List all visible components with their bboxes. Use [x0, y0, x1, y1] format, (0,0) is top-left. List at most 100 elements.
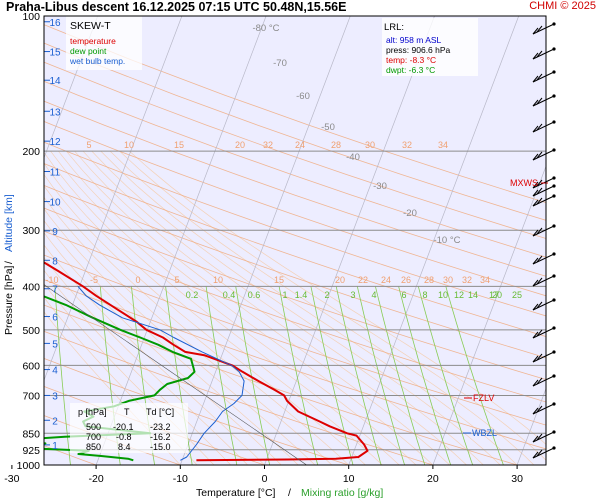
wind-barb-icon: [532, 184, 556, 197]
moist-adiabat-label: 34: [480, 275, 490, 285]
table-cell: -20.1: [113, 422, 134, 432]
dry-adiabat-label: -30: [373, 181, 387, 192]
credit-text[interactable]: CHMI © 2025: [529, 0, 596, 12]
temperature-tick-label: 10: [343, 473, 355, 485]
altitude-tick-label: 5: [52, 339, 58, 350]
mixing-ratio-label: 0.2: [186, 290, 199, 300]
isotherm-line: [44, 16, 183, 382]
moist-adiabat-label: 0: [135, 275, 140, 285]
dry-adiabat-line: [44, 80, 546, 258]
mixing-ratio-label: 1: [282, 290, 287, 300]
wbzl-label: WBZL: [472, 428, 497, 438]
pressure-tick-label: 300: [22, 225, 40, 237]
wind-barb-icon: [532, 274, 556, 287]
table-cell: -15.0: [150, 442, 171, 452]
moist-adiabat-label: 32: [263, 140, 273, 150]
x-axis-separator: /: [288, 487, 291, 499]
mixing-ratio-label: 17: [489, 290, 499, 300]
wind-barb-icon: [532, 298, 556, 311]
dry-adiabat-line: [44, 207, 546, 380]
legend-temperature: temperature: [70, 36, 116, 46]
dry-adiabat-line: [44, 100, 546, 277]
y-axis-separator: /: [3, 261, 15, 264]
altitude-tick-label: 13: [49, 107, 61, 118]
mixing-ratio-label: 8: [422, 290, 427, 300]
mixing-ratio-label: 25: [512, 290, 522, 300]
pressure-tick-label: 100: [22, 11, 40, 23]
table-cell: 8.4: [118, 442, 131, 452]
moist-adiabat-label: 32: [462, 275, 472, 285]
isotherm-line: [348, 16, 520, 465]
moist-adiabat-label: 20: [235, 140, 245, 150]
table-cell: 850: [86, 442, 101, 452]
mixing-ratio-label: 12: [454, 290, 464, 300]
mixing-ratio-label: 2: [324, 290, 329, 300]
parcel-line: [44, 284, 307, 465]
dry-adiabat-label: -70: [273, 58, 287, 69]
mxws-label: MXWS: [510, 178, 538, 188]
levels-table: p [hPa] T Td [°C] 500 -20.1 -23.2 700 -0…: [70, 403, 188, 453]
mixing-ratio-label: 4: [371, 290, 376, 300]
lrl-altitude: alt: 958 m ASL: [386, 35, 442, 45]
moist-adiabat-label: 26: [401, 275, 411, 285]
altitude-tick-label: 7: [52, 285, 58, 296]
fzlv-label: FZLV: [473, 393, 494, 403]
dry-adiabat-label: -50: [321, 122, 335, 133]
wind-barb-icon: [532, 402, 556, 415]
legend-dew-point: dew point: [70, 46, 107, 56]
y-axis-label: Pressure [hPa]: [3, 265, 15, 335]
moist-adiabat-label: 5: [174, 275, 179, 285]
lrl-heading: LRL:: [384, 22, 404, 33]
dry-adiabat-line: [44, 254, 546, 426]
altitude-tick-label: 15: [49, 48, 61, 59]
wind-barb-icon: [532, 120, 556, 133]
altitude-tick-label: 1: [52, 441, 58, 452]
mixing-ratio-label: 0.6: [248, 290, 261, 300]
legend-wet-bulb: wet bulb temp.: [69, 56, 125, 66]
moist-adiabat-label: -5: [90, 275, 98, 285]
x-axis-label: Temperature [°C]: [196, 487, 276, 499]
altitude-tick-label: 14: [49, 76, 61, 87]
moist-adiabat-label: 22: [358, 275, 368, 285]
isotherm-line: [264, 16, 435, 465]
isotherm-line: [432, 165, 546, 465]
table-header-t: T: [124, 407, 130, 417]
moist-adiabat-label: 28: [331, 140, 341, 150]
pressure-tick-label: 1000: [17, 460, 41, 472]
moist-adiabat-label: 34: [438, 140, 448, 150]
moist-adiabat-label: 30: [443, 275, 453, 285]
table-header-p: p [hPa]: [78, 407, 107, 417]
moist-adiabat-label: 32: [402, 140, 412, 150]
dry-adiabat-label: -40: [346, 152, 360, 163]
altitude-tick-label: 6: [52, 313, 58, 324]
dry-adiabat-line: [44, 24, 546, 203]
wet-bulb-curve: [77, 285, 245, 461]
pressure-tick-label: 850: [22, 428, 40, 440]
temperature-tick-label: -30: [4, 473, 19, 485]
moist-adiabat-label: 28: [424, 275, 434, 285]
wind-barb-icon: [532, 252, 556, 265]
moist-adiabat-label: 30: [365, 140, 375, 150]
moist-adiabat-label: 20: [335, 275, 345, 285]
dry-adiabat-label: -20: [403, 208, 417, 219]
temperature-tick-label: 30: [511, 473, 523, 485]
moist-adiabat-label: 5: [86, 140, 91, 150]
wind-barb-icon: [532, 70, 556, 83]
lrl-dewpoint: dwpt: -6.3 °C: [386, 65, 435, 75]
dry-adiabat-line: [44, 42, 546, 221]
altitude-tick-label: 12: [49, 137, 61, 148]
altitude-tick-label: 2: [52, 416, 58, 427]
pressure-tick-label: 600: [22, 360, 40, 372]
lrl-pressure: press: 906.6 hPa: [386, 45, 451, 55]
moist-adiabat-label: 10: [124, 140, 134, 150]
moist-adiabat-label: 24: [295, 140, 305, 150]
mixing-ratio-label: 10: [438, 290, 448, 300]
dry-adiabat-line: [44, 230, 546, 403]
table-cell: 700: [86, 432, 101, 442]
legend-heading: SKEW-T: [70, 20, 111, 32]
altitude-tick-label: 8: [52, 256, 58, 267]
pressure-tick-label: 200: [22, 146, 40, 158]
altitude-tick-label: 3: [52, 391, 58, 402]
chart-title: Praha-Libus descent 16.12.2025 07:15 UTC…: [6, 0, 347, 14]
